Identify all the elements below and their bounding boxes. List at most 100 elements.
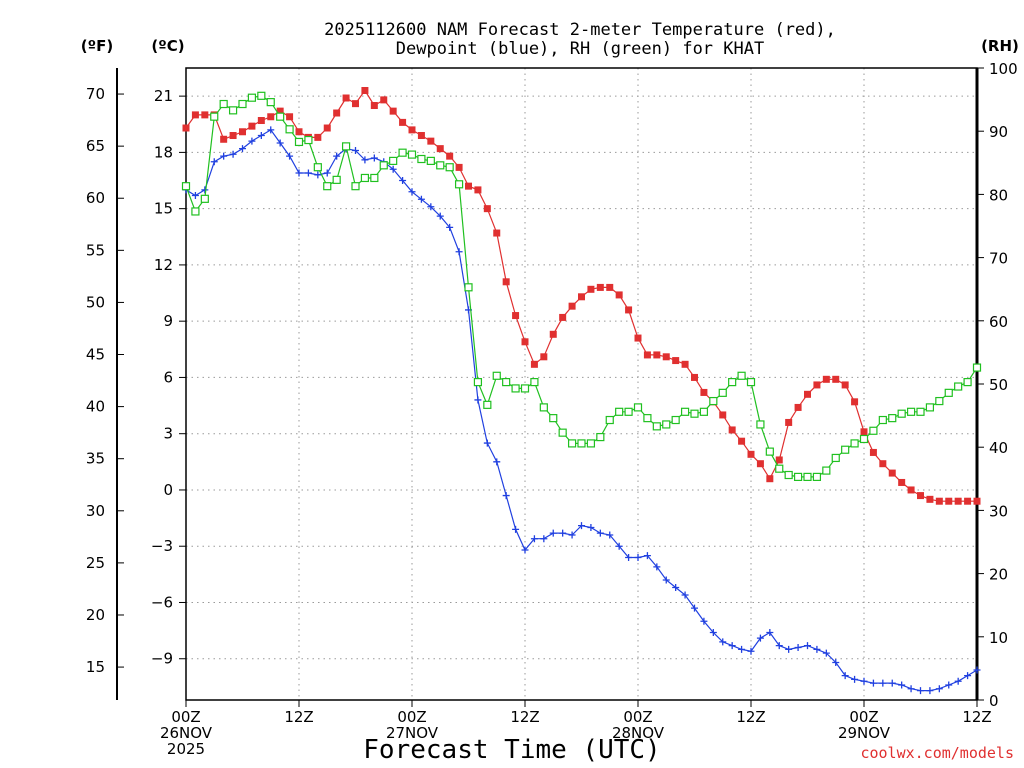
data-point	[370, 173, 379, 183]
rh-tick-label: 20	[989, 566, 1008, 584]
data-point	[511, 384, 520, 393]
rh-tick-label: 90	[989, 123, 1008, 141]
fahrenheit-tick-label: 25	[86, 554, 105, 572]
data-point	[897, 409, 906, 418]
celsius-tick-label: 18	[154, 143, 173, 161]
fahrenheit-tick-label: 60	[86, 189, 105, 207]
series-temperature	[182, 87, 981, 505]
data-point	[784, 470, 793, 480]
data-point	[832, 375, 840, 383]
data-point	[634, 334, 642, 342]
rh-tick-label: 80	[989, 186, 1008, 204]
data-point	[869, 448, 877, 456]
data-point	[804, 642, 811, 650]
data-series	[181, 87, 982, 695]
data-point	[446, 223, 454, 231]
data-point	[502, 278, 510, 286]
time-tick-label: 28NOV	[612, 724, 665, 742]
data-point	[455, 248, 463, 256]
data-point	[276, 107, 284, 115]
data-point	[210, 158, 218, 166]
celsius-tick-label: 15	[154, 200, 173, 218]
data-point	[191, 111, 199, 119]
data-point	[935, 497, 943, 505]
data-point	[427, 203, 435, 211]
fahrenheit-tick-label: 65	[86, 137, 105, 155]
data-point	[361, 87, 369, 95]
data-point	[671, 415, 680, 425]
celsius-tick-label: 12	[154, 256, 173, 274]
data-point	[878, 415, 887, 425]
data-point	[964, 497, 972, 505]
gridlines	[186, 68, 977, 700]
data-point	[473, 378, 483, 387]
data-point	[454, 180, 464, 189]
data-point	[925, 403, 935, 412]
data-point	[304, 169, 312, 177]
data-point	[285, 125, 294, 134]
data-point	[615, 291, 623, 299]
data-point	[954, 497, 962, 505]
data-point	[586, 439, 596, 448]
data-point	[474, 186, 482, 194]
data-point	[738, 437, 746, 445]
data-point	[643, 351, 651, 359]
data-point	[822, 375, 830, 383]
series-line	[185, 129, 978, 692]
data-point	[286, 152, 294, 160]
data-point	[502, 378, 511, 387]
data-point	[578, 293, 585, 301]
data-point	[615, 407, 624, 416]
data-point	[313, 163, 322, 172]
celsius-tick-label: −6	[151, 593, 173, 611]
data-point	[352, 147, 359, 155]
data-point	[879, 679, 887, 687]
data-point	[465, 182, 472, 190]
fahrenheit-tick-label: 55	[86, 241, 105, 259]
data-point	[794, 403, 802, 411]
data-point	[267, 126, 275, 134]
time-tick-label: 27NOV	[386, 724, 439, 742]
plot-frame	[185, 67, 978, 701]
data-point	[907, 685, 915, 693]
data-point	[719, 638, 727, 646]
data-point	[812, 472, 822, 482]
data-point	[954, 677, 962, 685]
data-point	[380, 96, 388, 104]
data-point	[738, 645, 746, 653]
data-point	[615, 542, 623, 550]
x-axis-title: Forecast Time (UTC)	[363, 735, 660, 765]
data-point	[596, 432, 605, 442]
data-point	[220, 152, 228, 160]
data-point	[917, 492, 924, 500]
data-point	[549, 414, 558, 423]
data-point	[756, 420, 765, 429]
data-point	[888, 469, 896, 477]
data-point	[332, 175, 341, 184]
data-point	[926, 687, 934, 695]
data-point	[765, 447, 774, 456]
data-point	[181, 182, 191, 191]
data-point	[577, 439, 586, 448]
fahrenheit-tick-label: 20	[86, 606, 105, 624]
rh-tick-label: 50	[989, 376, 1008, 394]
data-point	[567, 439, 577, 448]
data-point	[633, 403, 643, 412]
data-point	[417, 154, 426, 164]
data-point	[333, 109, 341, 117]
data-point	[869, 426, 878, 435]
data-point	[323, 169, 331, 177]
data-point	[643, 414, 652, 423]
fahrenheit-tick-label: 15	[86, 658, 105, 676]
data-point	[200, 194, 209, 203]
data-point	[539, 403, 548, 412]
data-point	[389, 156, 398, 166]
data-point	[719, 411, 727, 419]
time-tick-label: 00Z	[171, 708, 200, 726]
data-point	[587, 285, 595, 293]
data-point	[851, 675, 859, 683]
data-point	[794, 643, 802, 651]
data-point	[530, 360, 538, 368]
data-point	[398, 148, 407, 157]
data-point	[860, 428, 868, 436]
